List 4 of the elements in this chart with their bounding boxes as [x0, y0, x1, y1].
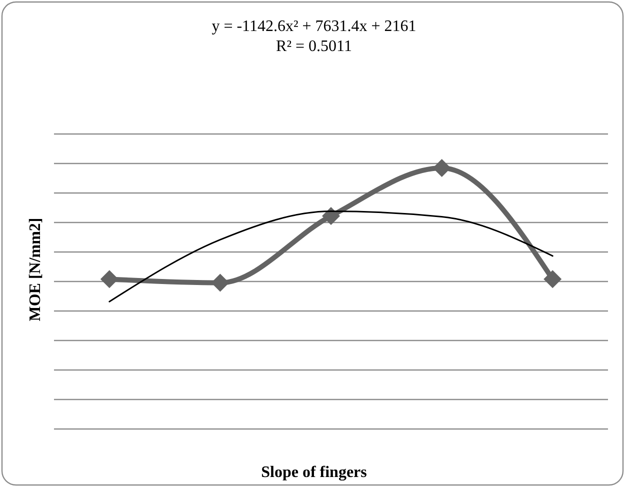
x-axis-title: Slope of fingers — [261, 464, 367, 481]
y-axis-title: MOE [N/mm2] — [27, 218, 44, 322]
text: y = -1142.6x² + 7631.4x + 2161 — [212, 18, 416, 35]
text: R² = 0.5011 — [276, 38, 352, 55]
